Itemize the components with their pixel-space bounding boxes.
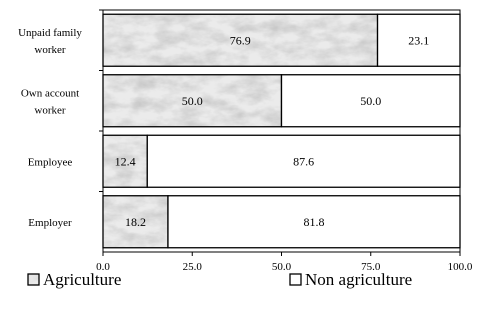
x-tick-label-4: 100.0 [448, 261, 473, 273]
legend-label-non-agriculture: Non agriculture [305, 270, 412, 289]
value-label-agriculture-3: 18.2 [125, 215, 146, 229]
x-tick-label-3: 75.0 [361, 261, 381, 273]
value-label-agriculture-2: 12.4 [115, 154, 136, 168]
value-label-agriculture-0: 76.9 [230, 33, 251, 47]
bar-non-agriculture-0 [376, 13, 461, 67]
value-label-non-agriculture-1: 50.0 [360, 94, 381, 108]
category-labels: Unpaid family worker Own account worker Empl… [18, 9, 103, 229]
bar-agriculture-2 [102, 134, 148, 188]
bar-agriculture-0 [102, 13, 379, 67]
value-label-non-agriculture-3: 81.8 [303, 215, 324, 229]
legend-swatch-agriculture [27, 273, 40, 286]
bar-agriculture-3 [102, 195, 169, 249]
bar-non-agriculture-3 [167, 195, 461, 249]
bar-non-agriculture-1 [280, 74, 461, 128]
value-label-non-agriculture-0: 23.1 [408, 33, 429, 47]
category-label-1: Own account worker [21, 87, 79, 116]
x-tick-label-0: 0.0 [96, 261, 110, 273]
legend-label-agriculture: Agriculture [43, 270, 121, 289]
x-tick-label-2: 50.0 [272, 261, 292, 273]
category-label-2: Employee [28, 156, 73, 168]
value-labels: 76.9 23.1 50.0 50.0 12.4 87.6 18.2 81.8 [115, 33, 430, 229]
x-tick-label-1: 25.0 [183, 261, 203, 273]
legend-swatch-non-agriculture [289, 273, 302, 286]
value-label-non-agriculture-2: 87.6 [293, 154, 314, 168]
bars [102, 13, 461, 249]
legend: Agriculture Non agriculture [27, 270, 412, 289]
value-label-agriculture-1: 50.0 [182, 94, 203, 108]
x-axis: 0.0 25.0 50.0 75.0 100.0 [96, 252, 473, 273]
category-label-0: Unpaid family worker [18, 27, 82, 56]
category-label-3: Employer [28, 217, 72, 229]
bar-non-agriculture-2 [146, 134, 461, 188]
